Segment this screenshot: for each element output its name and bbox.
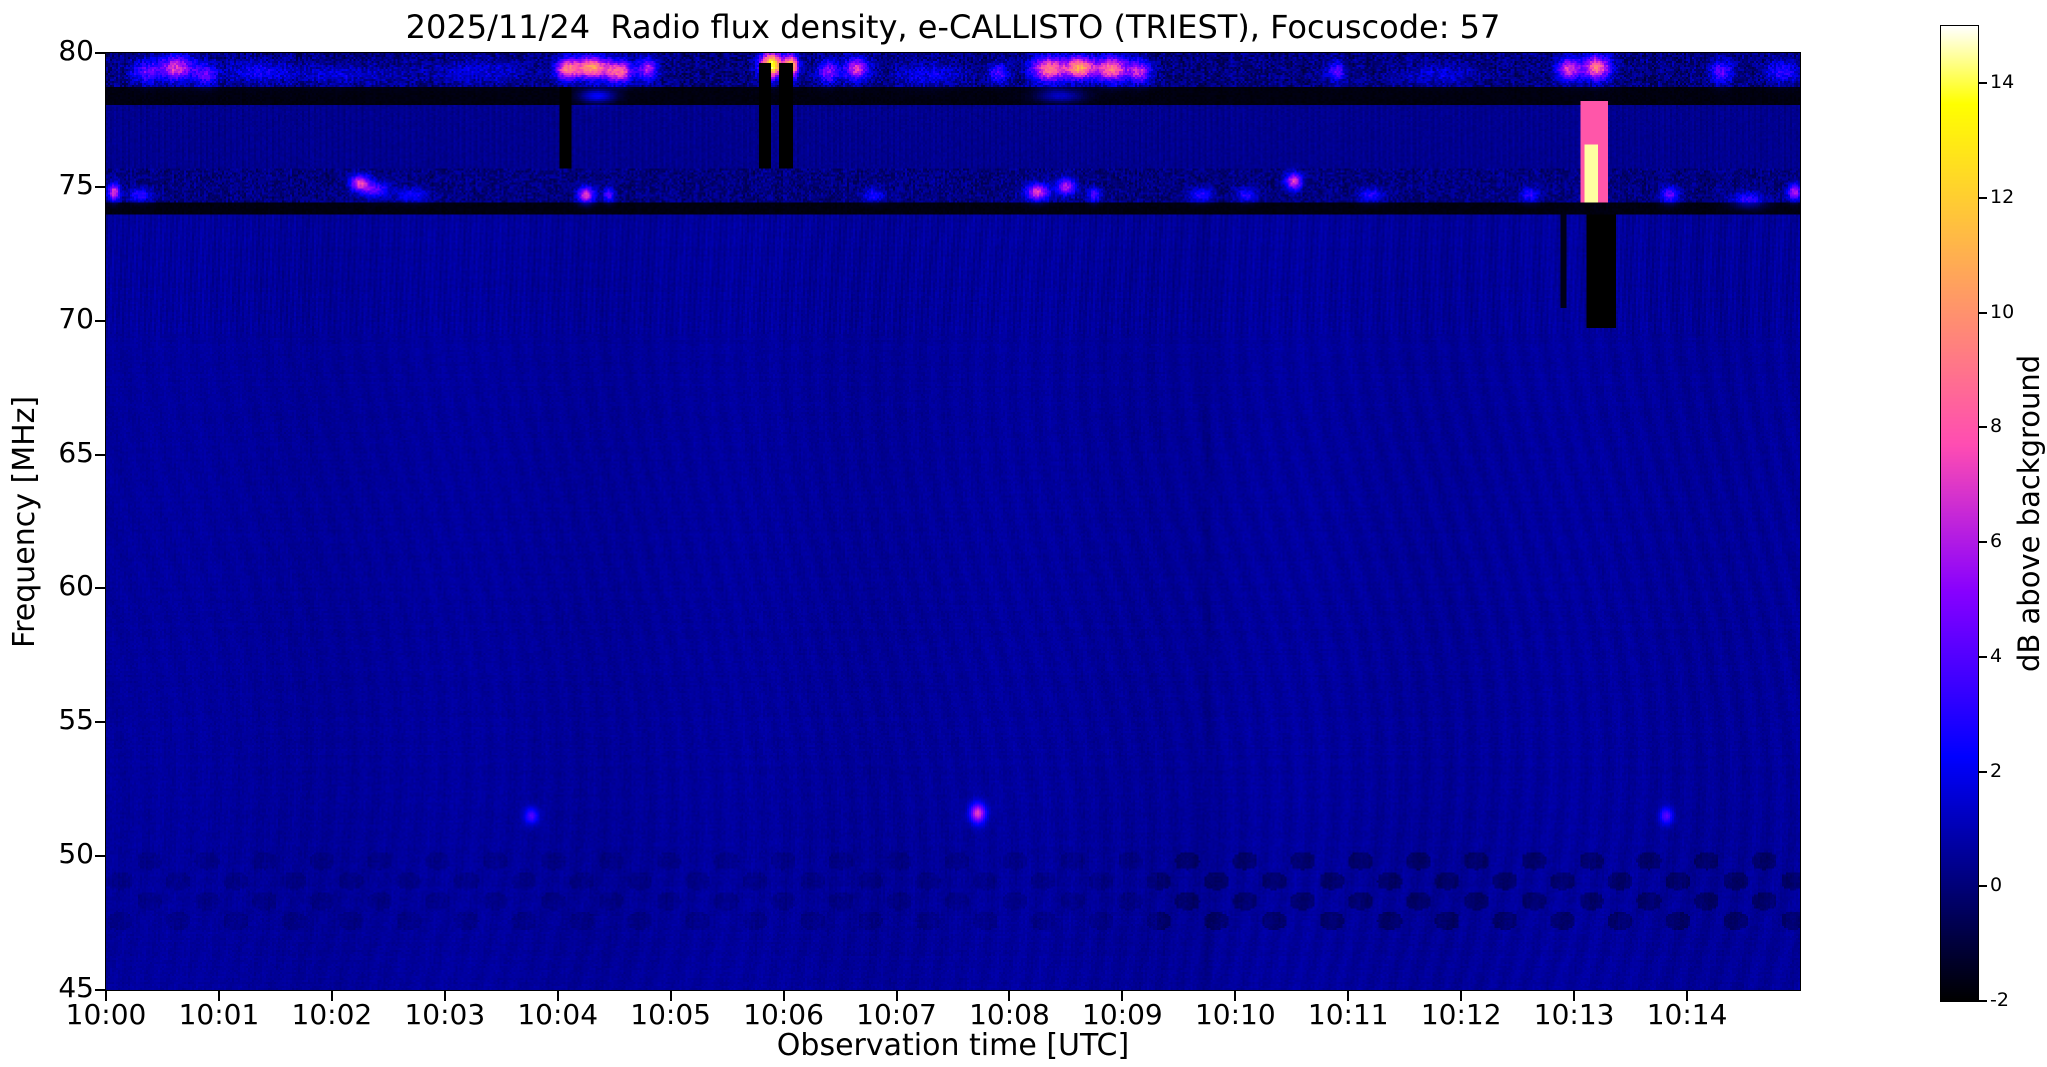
x-tick-label: 10:14	[1646, 998, 1728, 1031]
y-tick-mark	[95, 587, 105, 590]
y-tick-mark	[95, 453, 105, 456]
x-tick-label: 10:01	[178, 998, 260, 1031]
x-tick-mark	[782, 991, 785, 1001]
y-tick-mark	[95, 319, 105, 322]
x-tick-label: 10:13	[1533, 998, 1615, 1031]
x-tick-mark	[330, 991, 333, 1001]
x-tick-label: 10:02	[291, 998, 373, 1031]
spectrogram-plot-area	[105, 52, 1801, 991]
chart-title: 2025/11/24 Radio flux density, e-CALLIST…	[405, 8, 1501, 46]
colorbar-tick-label: 6	[1990, 530, 2003, 553]
colorbar-tick-mark	[1979, 1000, 1987, 1002]
colorbar-tick-label: 0	[1990, 874, 2003, 897]
colorbar-tick-mark	[1979, 770, 1987, 773]
colorbar-canvas	[1941, 26, 1978, 1001]
x-tick-label: 10:03	[404, 998, 486, 1031]
y-tick-mark	[95, 721, 105, 724]
x-tick-mark	[1008, 991, 1011, 1001]
x-tick-mark	[1347, 991, 1350, 1001]
x-tick-mark	[105, 991, 107, 1001]
x-tick-label: 10:10	[1194, 998, 1276, 1031]
y-tick-mark	[95, 855, 105, 858]
y-tick-label: 55	[58, 703, 94, 737]
x-tick-label: 10:07	[856, 998, 937, 1031]
y-tick-label: 70	[58, 301, 94, 335]
x-tick-mark	[443, 991, 446, 1001]
colorbar-tick-mark	[1979, 311, 1987, 314]
x-tick-label: 10:09	[1082, 998, 1163, 1031]
y-tick-label: 65	[58, 435, 94, 469]
y-tick-label: 80	[58, 34, 94, 67]
spectrogram-canvas	[106, 53, 1800, 990]
colorbar	[1940, 25, 1979, 1002]
colorbar-tick-label: 4	[1990, 644, 2003, 667]
x-tick-mark	[1686, 991, 1689, 1001]
colorbar-tick-label: 14	[1990, 71, 2015, 94]
x-tick-mark	[1121, 991, 1124, 1001]
colorbar-tick-label: 10	[1990, 300, 2015, 323]
y-tick-mark	[95, 52, 105, 54]
x-axis-label: Observation time [UTC]	[776, 1028, 1130, 1063]
colorbar-tick-mark	[1979, 197, 1987, 200]
y-tick-label: 50	[58, 837, 94, 871]
x-tick-label: 10:11	[1307, 998, 1389, 1031]
x-tick-label: 10:12	[1420, 998, 1502, 1031]
x-tick-label: 10:04	[517, 998, 599, 1031]
x-tick-label: 10:06	[743, 998, 824, 1031]
colorbar-tick-mark	[1979, 885, 1987, 888]
x-tick-mark	[669, 991, 672, 1001]
colorbar-tick-label: 8	[1990, 415, 2003, 438]
y-tick-mark	[95, 185, 105, 188]
colorbar-tick-label: 12	[1990, 186, 2015, 209]
x-tick-mark	[1234, 991, 1237, 1001]
x-tick-mark	[556, 991, 559, 1001]
colorbar-tick-mark	[1979, 655, 1987, 658]
y-tick-mark	[95, 989, 105, 991]
x-tick-label: 10:00	[65, 998, 147, 1031]
y-tick-label: 45	[58, 971, 94, 1004]
x-tick-mark	[895, 991, 898, 1001]
x-tick-mark	[217, 991, 220, 1001]
x-tick-mark	[1460, 991, 1463, 1001]
y-tick-label: 60	[58, 569, 94, 603]
x-tick-mark	[1573, 991, 1576, 1001]
x-tick-label: 10:08	[969, 998, 1050, 1031]
colorbar-tick-mark	[1979, 426, 1987, 429]
y-tick-label: 75	[58, 167, 94, 201]
x-tick-label: 10:05	[630, 998, 711, 1031]
colorbar-tick-mark	[1979, 541, 1987, 544]
colorbar-tick-mark	[1979, 82, 1987, 85]
colorbar-tick-label: 2	[1990, 759, 2003, 782]
colorbar-label: dB above background	[2012, 354, 2046, 673]
colorbar-tick-label: -2	[1990, 989, 2009, 1011]
